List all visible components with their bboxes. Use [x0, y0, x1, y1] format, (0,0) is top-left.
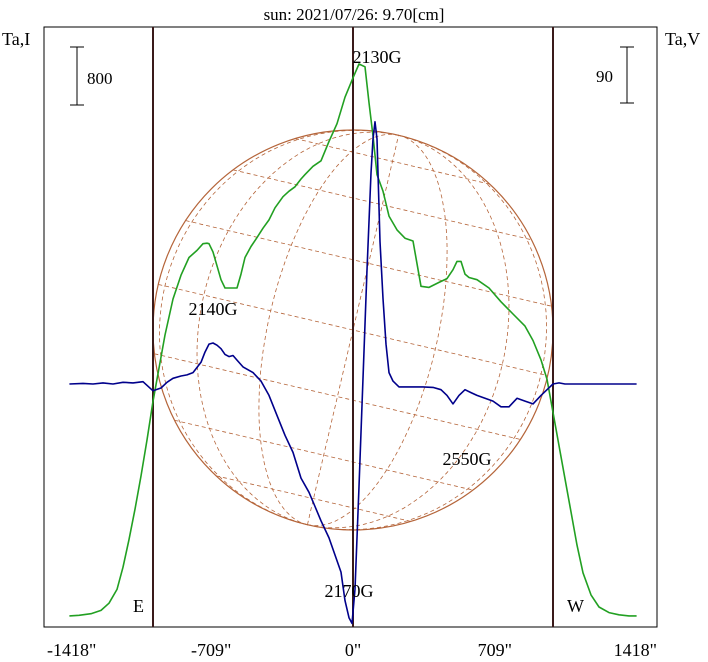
latitude-line [154, 353, 521, 440]
limb-label: W [567, 596, 584, 616]
series-layer [69, 63, 637, 625]
x-tick-label: 709" [478, 640, 512, 660]
x-tick-label: -709" [191, 640, 231, 660]
x-tick-label: 1418" [614, 640, 657, 660]
chart-title: sun: 2021/07/26: 9.70[cm] [264, 5, 445, 24]
latitude-line [185, 220, 552, 307]
x-tick-labels: -1418" -709" 0" 709" 1418" [47, 640, 657, 660]
field-annotation: 2140G [189, 299, 238, 319]
left-y-label: Ta,I [2, 29, 30, 49]
limb-label: E [133, 596, 144, 616]
annotations: 2130G 2140G 2550G 2170G [189, 47, 492, 601]
polarization-series-line [69, 121, 637, 625]
left-scale-bar [70, 46, 84, 106]
right-scale-bar [620, 46, 634, 104]
right-scale-label: 90 [596, 67, 613, 86]
latitude-line [215, 475, 411, 522]
longitude-line [258, 133, 399, 526]
x-tick-label: -1418" [47, 640, 96, 660]
field-annotation: 2550G [443, 449, 492, 469]
longitude-line [159, 129, 399, 526]
field-annotation: 2130G [353, 47, 402, 67]
longitude-line [307, 134, 448, 527]
longitude-line [307, 134, 547, 531]
right-y-label: Ta,V [665, 29, 700, 49]
left-scale-label: 800 [87, 69, 113, 88]
limb-markers [152, 27, 554, 627]
plot-frame [43, 26, 658, 628]
intensity-series-line [69, 63, 637, 617]
x-tick-label: 0" [345, 640, 361, 660]
field-annotation: 2170G [325, 581, 374, 601]
